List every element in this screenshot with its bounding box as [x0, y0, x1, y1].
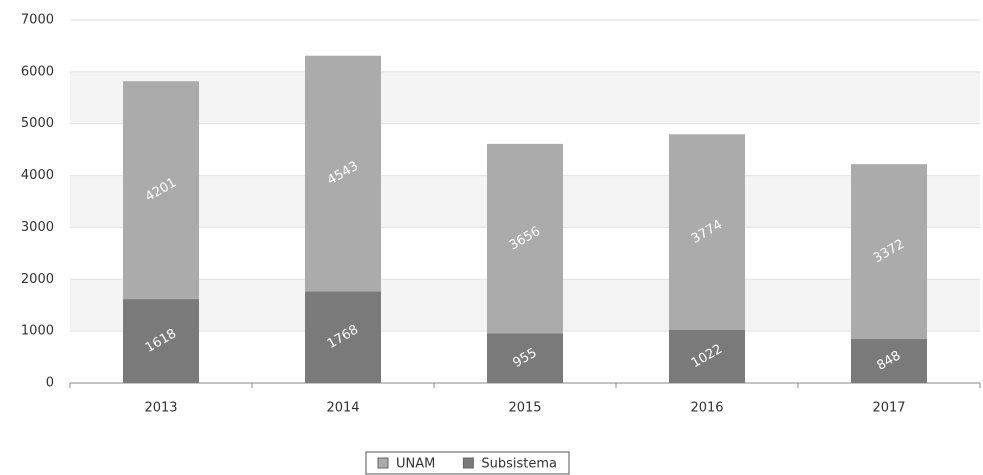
- legend-swatch: [462, 457, 474, 469]
- legend-label: UNAM: [396, 457, 435, 472]
- y-tick-label: 2000: [21, 272, 54, 287]
- bar-segment: [123, 81, 199, 300]
- y-tick-label: 1000: [21, 324, 54, 339]
- x-tick-label: 2014: [326, 401, 359, 416]
- legend: UNAM Subsistema: [365, 451, 570, 475]
- x-tick-label: 2017: [872, 401, 905, 416]
- y-tick-label: 0: [46, 376, 54, 391]
- bar-segment: [669, 330, 745, 383]
- y-tick-label: 3000: [21, 220, 54, 235]
- bar-segment: [851, 164, 927, 340]
- bar-segment: [851, 339, 927, 383]
- grid-band: [70, 71, 980, 124]
- bar-segment: [123, 299, 199, 383]
- bar-segment: [305, 291, 381, 383]
- y-tick-label: 5000: [21, 116, 54, 131]
- legend-label: Subsistema: [481, 457, 557, 472]
- bar-segment: [487, 333, 563, 383]
- bar-segment: [669, 134, 745, 331]
- bar-segment: [487, 143, 563, 334]
- x-tick-label: 2016: [690, 401, 723, 416]
- y-tick-label: 7000: [21, 13, 54, 28]
- y-tick-label: 6000: [21, 64, 54, 79]
- x-tick-label: 2015: [508, 401, 541, 416]
- bar-segment: [305, 55, 381, 292]
- y-tick-label: 4000: [21, 168, 54, 183]
- x-tick-label: 2013: [144, 401, 177, 416]
- legend-swatch: [377, 457, 389, 469]
